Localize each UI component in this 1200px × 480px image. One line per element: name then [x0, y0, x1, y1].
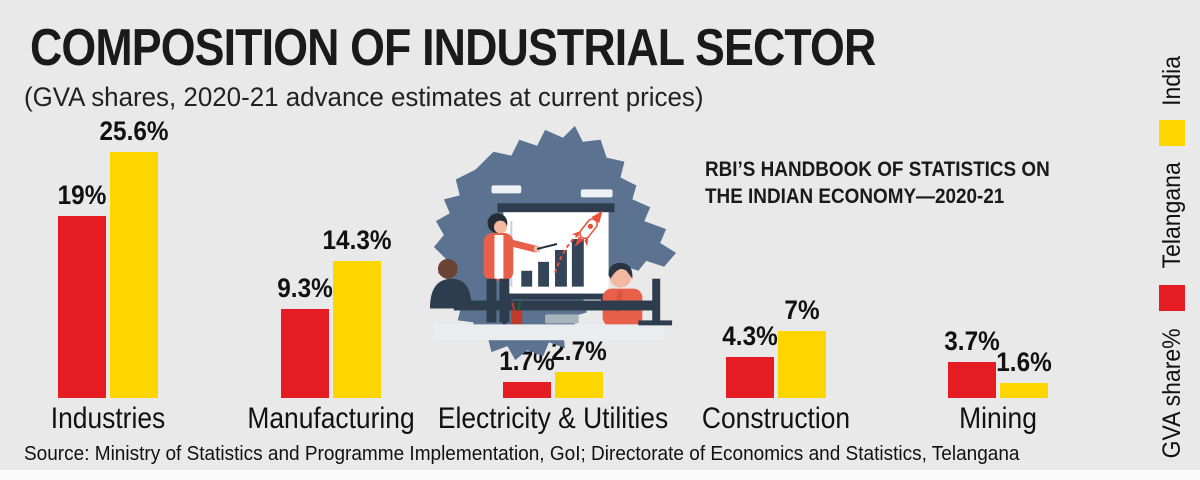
legend-label-telangana: Telangana [1157, 162, 1186, 269]
bar-india-electricity-utilities [555, 372, 603, 398]
rocket-icon [554, 210, 603, 274]
bar-value-india-industries: 25.6% [99, 116, 169, 146]
bar-value-telangana-industries: 19% [57, 180, 107, 210]
rbi-annotation-line2: THE INDIAN ECONOMY—2020-21 [705, 185, 1005, 209]
bar-telangana-construction [726, 357, 774, 398]
bar-telangana-industries [58, 216, 106, 398]
page-subtitle: (GVA shares, 2020-21 advance estimates a… [24, 82, 704, 112]
telangana-map-illustration [429, 125, 677, 361]
category-label-electricity-utilities: Electricity & Utilities [437, 402, 669, 435]
bar-telangana-manufacturing [281, 309, 329, 398]
bar-value-india-mining: 1.6% [996, 347, 1052, 377]
legend-swatch-india [1159, 119, 1185, 146]
bar-india-mining [1000, 383, 1048, 398]
category-label-manufacturing: Manufacturing [247, 402, 415, 435]
presenter-figure [483, 213, 558, 323]
category-label-construction: Construction [701, 402, 851, 435]
bar-value-telangana-mining: 3.7% [944, 326, 1000, 356]
legend-label-india: India [1157, 55, 1186, 106]
bar-india-industries [110, 152, 158, 398]
axis-label-gva-share: GVA share% [1157, 328, 1186, 459]
category-label-mining: Mining [959, 402, 1037, 435]
seated-person-right [602, 262, 661, 327]
bottom-strip [0, 470, 1200, 480]
rbi-annotation-line1: RBI’S HANDBOOK OF STATISTICS ON [705, 158, 1050, 181]
desk [433, 300, 673, 341]
bar-value-telangana-manufacturing: 9.3% [277, 273, 333, 303]
bar-value-india-manufacturing: 14.3% [322, 225, 392, 255]
side-legend: GVA share% Telangana India [1155, 56, 1189, 459]
bar-value-telangana-electricity-utilities: 1.7% [499, 346, 555, 376]
category-label-industries: Industries [50, 402, 166, 435]
bar-telangana-electricity-utilities [503, 382, 551, 398]
bar-telangana-mining [948, 362, 996, 398]
bar-india-manufacturing [333, 261, 381, 398]
source-note: Source: Ministry of Statistics and Progr… [24, 443, 1020, 465]
bar-value-india-construction: 7% [784, 295, 820, 325]
legend-swatch-telangana [1159, 285, 1185, 312]
page-title: COMPOSITION OF INDUSTRIAL SECTOR [30, 19, 876, 77]
rbi-annotation: RBI’S HANDBOOK OF STATISTICS ON THE INDI… [705, 156, 1050, 211]
blind-icon [491, 185, 522, 194]
bar-value-telangana-construction: 4.3% [722, 321, 778, 351]
blind-icon [580, 189, 613, 198]
bar-india-construction [778, 331, 826, 398]
